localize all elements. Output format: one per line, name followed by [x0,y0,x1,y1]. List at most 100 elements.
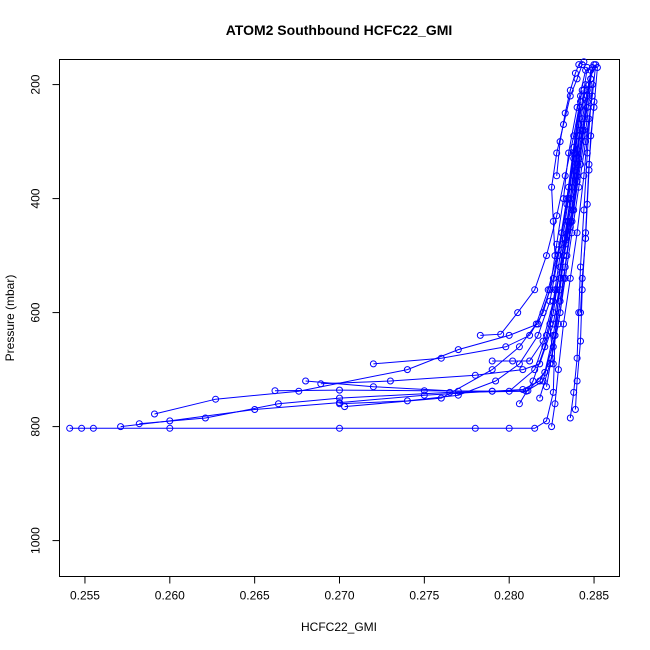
x-axis-label: HCFC22_GMI [301,620,377,634]
profile-line [556,61,585,176]
y-tick-label: 1000 [29,527,43,554]
profile-series [369,132,581,368]
data-point [575,121,583,128]
data-point [556,263,564,271]
x-tick-label: 0.260 [155,589,185,603]
data-point [471,371,479,379]
data-point [578,274,586,282]
data-point [551,400,559,408]
data-point [577,160,584,168]
data-point [549,309,557,317]
data-point [566,274,574,282]
profile-line [344,95,581,408]
y-tick-label: 200 [29,74,43,94]
data-point [573,354,581,362]
data-point [212,395,220,403]
data-point [302,377,310,385]
data-point [583,200,591,208]
profile-line [339,101,581,405]
data-point [526,357,534,365]
x-tick-label: 0.275 [409,589,439,603]
data-point [556,297,564,305]
x-tick-label: 0.270 [324,589,354,603]
data-point [446,388,454,396]
data-point [549,217,557,225]
data-point [505,387,513,395]
data-point [502,343,510,351]
data-point [566,86,574,94]
data-point [543,417,550,425]
data-point [454,346,462,354]
profile-series [476,86,586,339]
data-point [515,343,523,351]
data-point [575,183,583,191]
data-point [151,410,158,418]
data-point [551,252,559,260]
data-point [515,400,523,408]
data-point [583,64,591,71]
data-point [570,143,578,151]
data-point [573,377,581,385]
data-point [420,391,428,399]
data-point [543,383,550,391]
data-point [536,394,544,402]
data-point [454,391,462,399]
data-point [582,235,590,242]
data-point [561,109,569,117]
profile-line [373,135,578,365]
data-point [531,424,539,432]
data-point [492,377,500,385]
data-point [563,252,571,260]
data-point [549,343,557,351]
data-point [336,386,343,394]
data-point [593,64,601,71]
data-point [295,387,303,395]
data-point [566,414,574,422]
data-point [66,424,74,432]
data-point [437,394,445,402]
data-point [509,357,517,365]
data-point [539,309,547,317]
data-point [341,403,349,411]
data-point [201,414,209,422]
data-point [565,149,573,157]
data-point [524,387,532,395]
data-point [561,172,569,180]
data-point [590,103,598,111]
profile-series [151,66,590,418]
profile-series [577,64,601,317]
data-point [497,330,505,338]
y-tick-label: 400 [29,188,43,208]
data-point [437,354,445,362]
profile-line [154,70,587,415]
data-point [553,172,561,180]
profile-series [515,64,596,408]
data-point [505,331,513,339]
data-point [585,115,593,123]
data-point [534,331,542,339]
data-point [514,309,522,317]
profile-series [543,75,595,391]
profile-series [546,64,591,368]
data-point [532,320,540,328]
data-point [554,366,562,374]
data-point [551,286,559,294]
profile-series [553,58,588,180]
profile-line [580,67,598,313]
data-point [571,406,579,413]
y-axis-label: Pressure (mbar) [3,275,17,362]
data-point [577,309,584,317]
data-point [531,366,539,374]
data-point [580,86,588,94]
data-point [369,383,377,391]
data-point [580,172,588,180]
x-tick-label: 0.265 [240,589,270,603]
data-point [89,424,97,432]
data-point [543,252,550,260]
profile-line [480,90,583,336]
profile-series [548,115,593,431]
data-point [580,58,588,66]
data-point [561,274,569,282]
data-point [548,183,556,191]
data-point [531,286,539,294]
